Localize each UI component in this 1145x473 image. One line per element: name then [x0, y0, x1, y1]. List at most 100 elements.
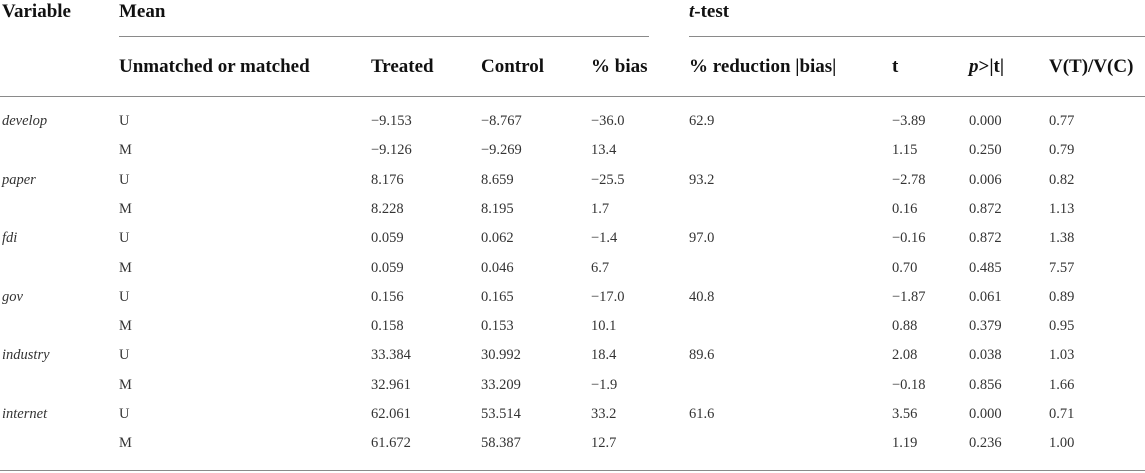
cell-treated: 0.059 — [371, 230, 404, 246]
cell-unmatched-matched: U — [119, 406, 130, 422]
cell-pct-reduction: 40.8 — [689, 289, 715, 305]
cell-variable: paper — [2, 172, 36, 188]
cell-variable: industry — [2, 347, 50, 363]
cell-p: 0.038 — [969, 347, 1002, 363]
cell-vratio: 1.38 — [1049, 230, 1075, 246]
cell-pct-bias: 1.7 — [591, 201, 610, 217]
cell-pct-bias: 33.2 — [591, 406, 617, 422]
header-bottom-rule — [0, 96, 1145, 97]
cell-vratio: 0.79 — [1049, 142, 1075, 158]
cell-treated: 8.228 — [371, 201, 404, 217]
cell-vratio: 7.57 — [1049, 260, 1075, 276]
cell-t: 0.16 — [892, 201, 918, 217]
cell-pct-reduction: 97.0 — [689, 230, 715, 246]
cell-vratio: 1.66 — [1049, 377, 1075, 393]
cell-pct-bias: −1.4 — [591, 230, 618, 246]
mean-span-rule — [119, 36, 649, 37]
cell-p: 0.379 — [969, 318, 1002, 334]
header-pct-reduction: % reduction |bias| — [689, 56, 837, 77]
cell-vratio: 1.03 — [1049, 347, 1075, 363]
header-pct-bias: % bias — [591, 56, 648, 77]
cell-unmatched-matched: U — [119, 113, 130, 129]
cell-p: 0.872 — [969, 201, 1002, 217]
cell-pct-bias: 12.7 — [591, 435, 617, 451]
cell-control: 53.514 — [481, 406, 521, 422]
cell-vratio: 0.77 — [1049, 113, 1075, 129]
cell-t: −1.87 — [892, 289, 926, 305]
cell-control: 8.195 — [481, 201, 514, 217]
cell-treated: 0.059 — [371, 260, 404, 276]
cell-control: 58.387 — [481, 435, 521, 451]
cell-pct-reduction: 89.6 — [689, 347, 715, 363]
cell-control: 0.062 — [481, 230, 514, 246]
header-treated: Treated — [371, 56, 434, 77]
cell-pct-reduction: 61.6 — [689, 406, 715, 422]
cell-unmatched-matched: M — [119, 435, 132, 451]
cell-pct-bias: −25.5 — [591, 172, 625, 188]
cell-treated: 62.061 — [371, 406, 411, 422]
cell-unmatched-matched: U — [119, 289, 130, 305]
cell-pct-bias: −36.0 — [591, 113, 625, 129]
cell-pct-reduction: 93.2 — [689, 172, 715, 188]
header-p: p>|t| — [969, 56, 1004, 78]
cell-pct-bias: 6.7 — [591, 260, 610, 276]
cell-treated: −9.153 — [371, 113, 412, 129]
header-variable: Variable — [2, 1, 71, 22]
cell-p: 0.000 — [969, 406, 1002, 422]
cell-treated: 61.672 — [371, 435, 411, 451]
cell-t: −0.16 — [892, 230, 926, 246]
header-ttest-italic: t — [689, 1, 695, 22]
ttest-span-rule — [689, 36, 1145, 37]
header-unmatched-or-matched: Unmatched or matched — [119, 56, 310, 77]
cell-t: −0.18 — [892, 377, 926, 393]
cell-unmatched-matched: U — [119, 230, 130, 246]
cell-vratio: 0.71 — [1049, 406, 1075, 422]
header-p-italic: p — [969, 56, 979, 77]
cell-treated: 33.384 — [371, 347, 411, 363]
cell-treated: 0.156 — [371, 289, 404, 305]
header-mean: Mean — [119, 1, 166, 22]
cell-p: 0.250 — [969, 142, 1002, 158]
cell-p: 0.856 — [969, 377, 1002, 393]
cell-variable: develop — [2, 113, 48, 129]
cell-control: 33.209 — [481, 377, 521, 393]
cell-p: 0.000 — [969, 113, 1002, 129]
cell-p: 0.006 — [969, 172, 1002, 188]
cell-vratio: 0.89 — [1049, 289, 1075, 305]
cell-variable: fdi — [2, 230, 18, 246]
cell-t: 2.08 — [892, 347, 918, 363]
cell-unmatched-matched: M — [119, 318, 132, 334]
cell-treated: 0.158 — [371, 318, 404, 334]
cell-treated: −9.126 — [371, 142, 412, 158]
header-ttest-rest: -test — [694, 1, 730, 22]
cell-control: 0.165 — [481, 289, 514, 305]
cell-control: −8.767 — [481, 113, 522, 129]
cell-unmatched-matched: M — [119, 142, 132, 158]
cell-t: 3.56 — [892, 406, 918, 422]
cell-t: −3.89 — [892, 113, 926, 129]
cell-p: 0.872 — [969, 230, 1002, 246]
cell-t: −2.78 — [892, 172, 926, 188]
cell-vratio: 0.95 — [1049, 318, 1075, 334]
header-vratio: V(T)/V(C) — [1049, 56, 1134, 77]
cell-vratio: 1.00 — [1049, 435, 1075, 451]
cell-treated: 8.176 — [371, 172, 404, 188]
cell-unmatched-matched: M — [119, 201, 132, 217]
cell-vratio: 0.82 — [1049, 172, 1075, 188]
cell-vratio: 1.13 — [1049, 201, 1075, 217]
cell-t: 0.88 — [892, 318, 918, 334]
cell-control: 0.046 — [481, 260, 514, 276]
cell-variable: gov — [2, 289, 23, 305]
header-ttest: t-test — [689, 1, 729, 23]
table-bottom-rule — [0, 470, 1145, 471]
cell-treated: 32.961 — [371, 377, 411, 393]
cell-pct-bias: 18.4 — [591, 347, 617, 363]
cell-pct-bias: 10.1 — [591, 318, 617, 334]
cell-p: 0.236 — [969, 435, 1002, 451]
header-t: t — [892, 56, 899, 77]
header-control: Control — [481, 56, 544, 77]
cell-pct-bias: −17.0 — [591, 289, 625, 305]
cell-unmatched-matched: M — [119, 260, 132, 276]
cell-pct-bias: −1.9 — [591, 377, 618, 393]
